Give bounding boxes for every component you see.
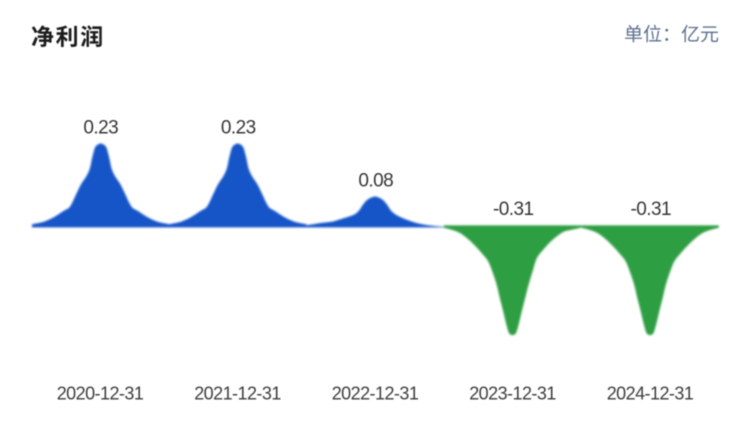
svg-text:0.08: 0.08: [358, 171, 393, 192]
svg-text:2024-12-31: 2024-12-31: [607, 384, 694, 404]
svg-text:-0.31: -0.31: [493, 199, 534, 220]
svg-text:0.23: 0.23: [221, 117, 256, 138]
svg-text:2020-12-31: 2020-12-31: [57, 384, 144, 404]
svg-text:-0.31: -0.31: [631, 199, 672, 220]
svg-text:2022-12-31: 2022-12-31: [332, 384, 419, 404]
svg-text:0.23: 0.23: [83, 117, 118, 138]
svg-text:2021-12-31: 2021-12-31: [194, 384, 281, 404]
svg-text:2023-12-31: 2023-12-31: [469, 384, 556, 404]
